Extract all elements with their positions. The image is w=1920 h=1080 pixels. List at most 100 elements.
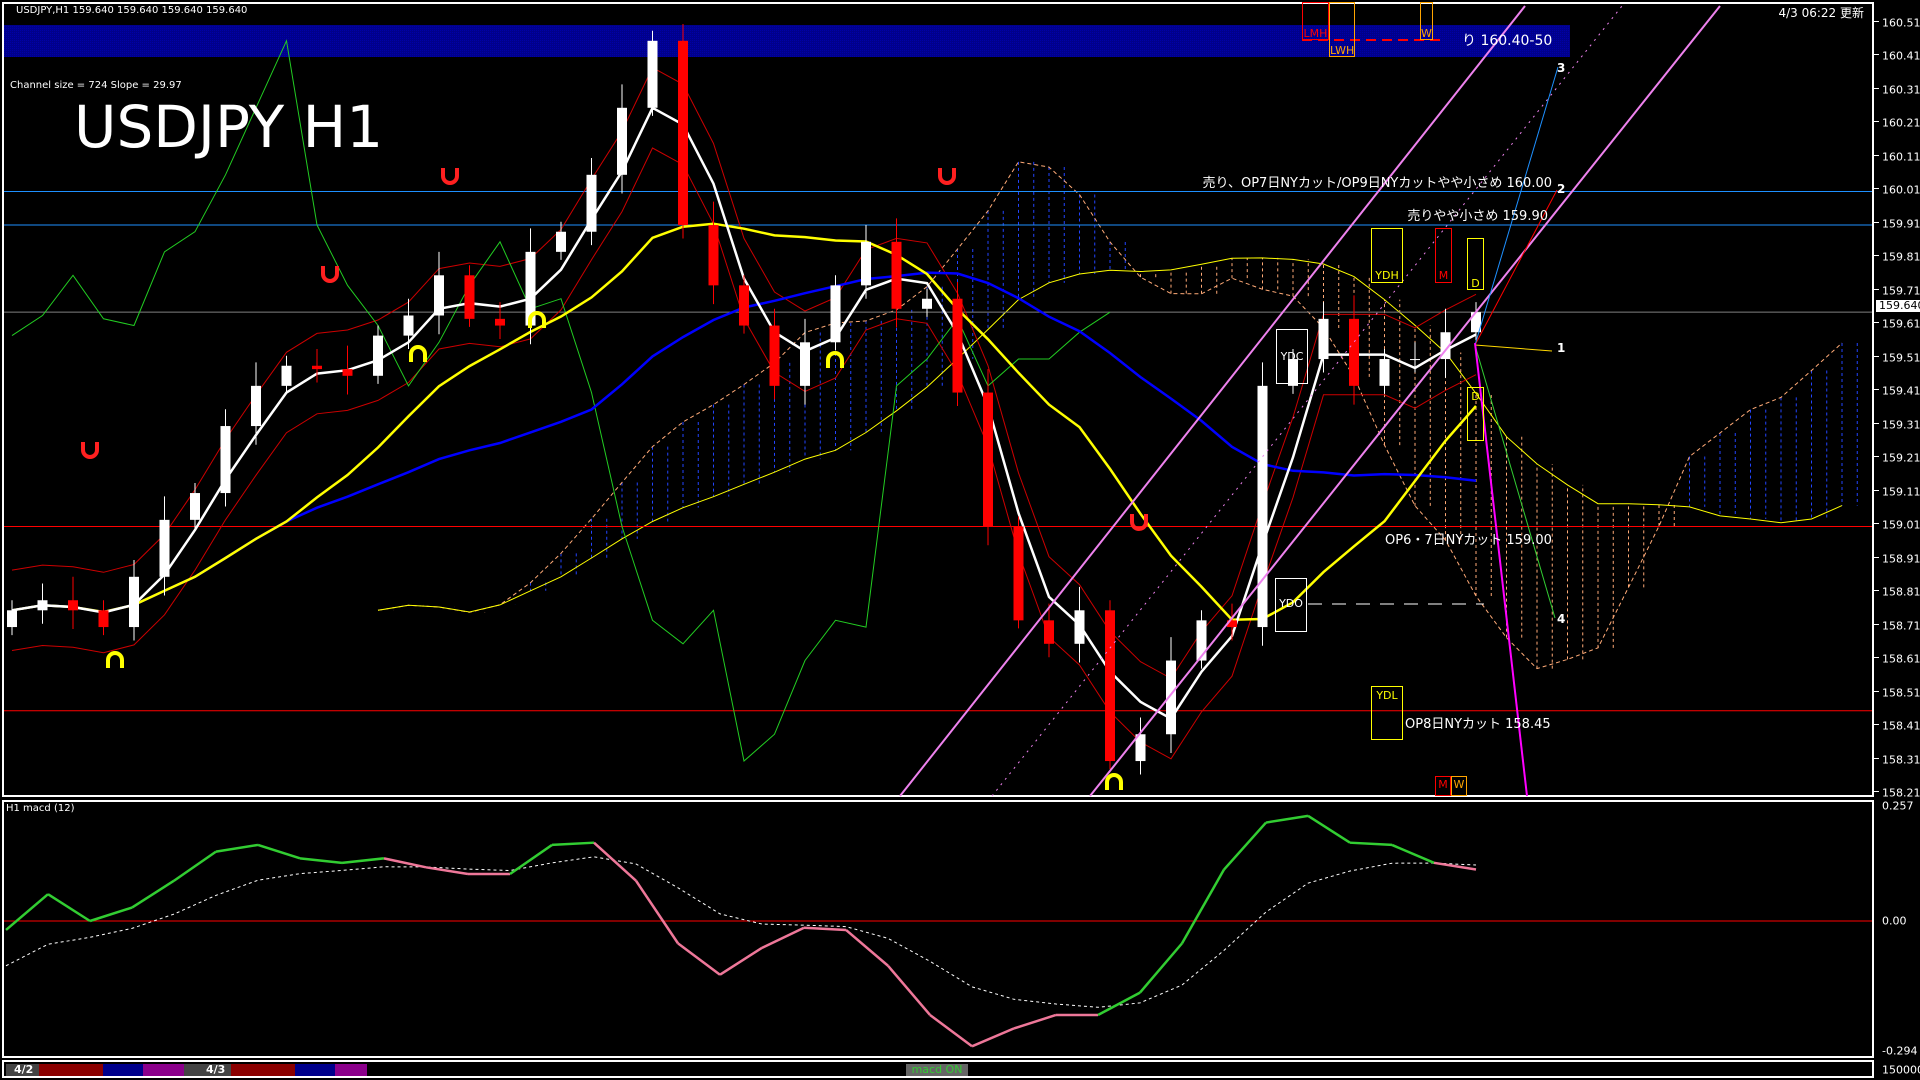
candle-body [281,365,292,386]
price-tick-label: 159.610 [1882,317,1920,331]
price-tick-mark [1874,20,1879,22]
projection-line-2 [1474,189,1558,346]
candle-body [1105,610,1115,762]
candle-body [1318,318,1329,360]
channel-upper-line[interactable] [1089,5,1721,797]
candle-body [556,231,566,252]
candle-body [1013,526,1024,621]
macd-line-segment [719,946,763,976]
sell-arrow-icon [1130,514,1148,531]
channel-lower-line[interactable] [899,5,1526,797]
candle-body [891,241,902,309]
price-tick-mark [1874,791,1879,793]
price-tick-label: 159.410 [1882,384,1920,398]
macd-signal-line [5,856,1477,1008]
candle-body [37,600,48,611]
macd-line-segment [971,1027,1015,1048]
buy-arrow-icon [1105,773,1123,790]
session-ny-0403 [295,1064,335,1076]
candle-body [159,519,170,577]
projection-label-4: 4 [1557,612,1566,626]
d-box-lower: D [1467,387,1484,441]
buy-arrow-icon [409,345,427,362]
price-tick-label: 160.510 [1882,16,1920,30]
price-tick-mark [1874,221,1879,223]
candle-body [1135,734,1146,762]
macd-pane[interactable] [2,800,1874,1058]
candle-body [1044,620,1054,644]
sell-arrow-icon [938,168,956,185]
price-tick-label: 160.010 [1882,183,1920,197]
price-tick-mark [1874,757,1879,759]
candle-body [68,600,78,611]
candle-body [129,576,139,628]
macd-toggle-button[interactable]: macd ON [906,1064,968,1076]
ichimoku-cloud [377,161,1858,670]
price-tick-mark [1874,389,1879,391]
price-tick-label: 158.710 [1882,619,1920,633]
price-tick-label: 159.510 [1882,351,1920,365]
day-label-0402: 4/2 [14,1063,34,1076]
buy-arrow-icon [826,351,844,368]
buy-arrow-icon [528,311,546,328]
d-box-upper: D [1467,238,1484,290]
projection-label-1: 1 [1557,341,1566,355]
session-asia-0403 [184,1064,231,1076]
candle-body [830,285,841,343]
candle-body [800,342,810,386]
candle-body [983,392,993,527]
regression-channel [899,5,1721,797]
macd-max-label: 0.257 [1882,799,1914,813]
candle-body [922,298,932,309]
macd-line-segment [257,843,301,860]
level-160-label: 売り、OP7日NYカット/OP9日NYカットやや小さめ 160.00 [1202,176,1553,191]
session-europe-0403 [231,1064,295,1076]
candle-body [495,318,505,326]
current-price-label: 159.640 [1876,300,1920,312]
m-box-bottom: M [1435,776,1451,796]
macd-line-segment [1180,868,1226,944]
price-tick-mark [1874,623,1879,625]
candle-body [617,107,627,175]
ydo-box: YDO [1275,578,1307,632]
candle-body [586,174,597,232]
session-bar: 4/2 4/3 macd ON [2,1060,1874,1078]
price-tick-label: 158.210 [1882,786,1920,800]
projection-label-2: 2 [1557,182,1566,196]
cloud-span-b [377,257,1843,613]
price-tick-label: 158.610 [1882,652,1920,666]
ydc-box: YDC [1276,329,1308,384]
macd-min-label: -0.294 [1882,1044,1918,1058]
volume-scale-label: 150000 [1882,1063,1920,1077]
candle-body [1379,359,1390,386]
channel-mid-line[interactable] [991,5,1623,797]
session-overlap-0403 [335,1064,367,1076]
macd-line-segment [5,893,49,931]
candle-body [434,275,444,316]
macd-line-segment [845,928,889,967]
candle-body [220,426,231,494]
price-tick-label: 159.910 [1882,217,1920,231]
main-chart-pane[interactable] [2,2,1874,797]
projection-line-3 [1474,66,1559,346]
macd-line-segment [803,926,847,932]
update-timestamp: 4/3 06:22 更新 [1778,6,1864,20]
price-tick-mark [1874,657,1879,659]
macd-line-segment [47,893,91,923]
price-tick-label: 160.410 [1882,49,1920,63]
candle-body [190,493,200,520]
candle-body [1410,359,1420,361]
price-tick-mark [1874,121,1879,123]
price-tick-mark [1874,288,1879,290]
price-tick-mark [1874,322,1879,324]
candle-body [861,241,871,286]
price-tick-mark [1874,355,1879,357]
candle-body [708,225,719,286]
macd-line-segment [215,843,259,853]
price-tick-label: 159.110 [1882,485,1920,499]
candle-body [647,40,658,108]
lwh-box: LWH [1329,2,1355,57]
macd-line-segment [131,879,175,909]
projection-line-1 [1474,344,1553,352]
